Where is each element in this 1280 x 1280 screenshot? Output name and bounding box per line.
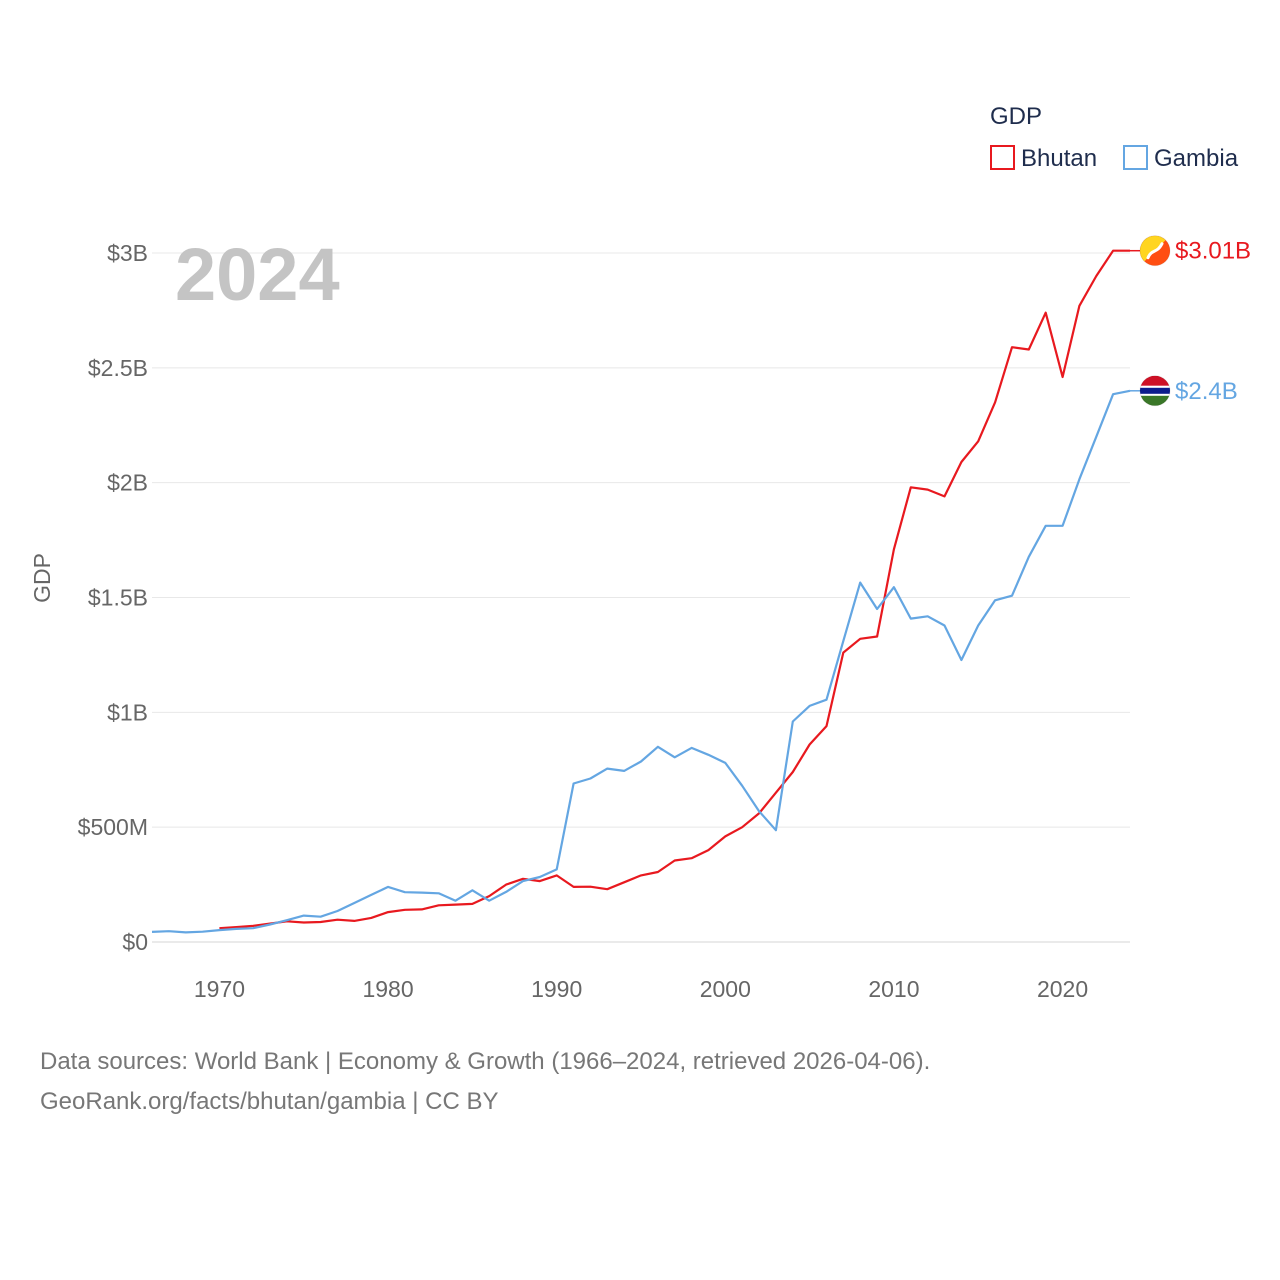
y-tick-label: $2B: [107, 470, 148, 496]
x-tick-label: 1980: [362, 976, 413, 1002]
x-tick-label: 1970: [194, 976, 245, 1002]
y-axis-ticks: $0 $500M $1B $1.5B $2B $2.5B $3B: [78, 240, 148, 955]
data-source-note: Data sources: World Bank | Economy & Gro…: [40, 1042, 1240, 1122]
gridlines: [152, 252, 1130, 943]
gambia-flag-icon: [1139, 375, 1171, 407]
y-tick-label: $1.5B: [88, 585, 148, 611]
legend-swatch: [990, 145, 1015, 170]
legend-swatch: [1123, 145, 1148, 170]
legend-label: Bhutan: [1021, 145, 1097, 172]
year-label: 2024: [175, 233, 340, 316]
y-tick-label: $2.5B: [88, 355, 148, 381]
end-value-label-bhutan: $3.01B: [1175, 238, 1251, 265]
x-tick-label: 1990: [531, 976, 582, 1002]
source-line-1: Data sources: World Bank | Economy & Gro…: [40, 1048, 931, 1075]
legend-title: GDP: [990, 103, 1042, 130]
source-line-2: GeoRank.org/facts/bhutan/gambia | CC BY: [40, 1088, 499, 1115]
series-line-bhutan: [219, 249, 1130, 930]
y-tick-label: $500M: [78, 814, 148, 840]
legend-item-gambia[interactable]: Gambia: [1123, 145, 1239, 172]
y-tick-label: $0: [122, 929, 148, 955]
legend-label: Gambia: [1154, 145, 1239, 172]
x-axis-ticks: 1970 1980 1990 2000 2010 2020: [194, 976, 1088, 1002]
x-tick-label: 2010: [868, 976, 919, 1002]
y-axis-label: GDP: [29, 553, 55, 603]
legend: GDP Bhutan Gambia: [990, 103, 1239, 172]
y-tick-label: $1B: [107, 699, 148, 725]
x-tick-label: 2020: [1037, 976, 1088, 1002]
series-end-markers: $3.01B $2.4B: [1130, 235, 1251, 407]
x-tick-label: 2000: [700, 976, 751, 1002]
legend-item-bhutan[interactable]: Bhutan: [990, 145, 1097, 172]
end-value-label-gambia: $2.4B: [1175, 378, 1238, 405]
bhutan-flag-icon: [1139, 235, 1171, 267]
y-tick-label: $3B: [107, 240, 148, 266]
series-line-gambia: [151, 389, 1131, 934]
series-lines: [151, 249, 1131, 934]
